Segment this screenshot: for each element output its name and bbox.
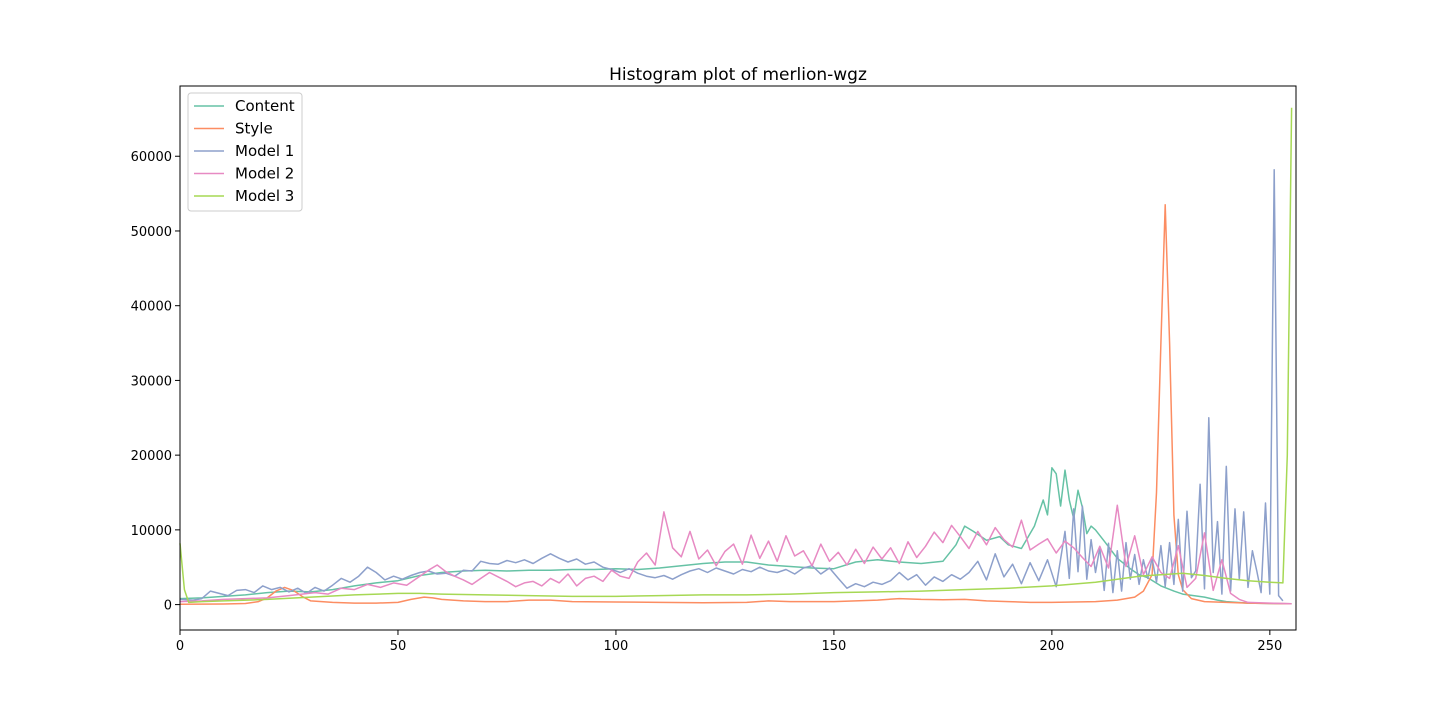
x-tick-label: 150 [821, 639, 846, 654]
plot-frame [179, 85, 1297, 631]
x-tick-label: 200 [1039, 639, 1064, 654]
legend-label-model-3: Model 3 [235, 187, 294, 205]
y-axis: 0 10000 20000 30000 40000 50000 60000 [131, 150, 180, 614]
x-tick-label: 0 [176, 639, 184, 654]
y-tick-label: 0 [164, 599, 172, 614]
y-tick-label: 20000 [131, 449, 172, 464]
legend-label-content: Content [235, 97, 295, 115]
y-tick-label: 60000 [131, 150, 172, 165]
chart-title: Histogram plot of merlion-wgz [609, 65, 867, 85]
y-tick-label: 40000 [131, 300, 172, 315]
y-tick-label: 10000 [131, 524, 172, 539]
y-tick-label: 30000 [131, 374, 172, 389]
x-axis: 0 50 100 150 200 250 [176, 630, 1282, 654]
series-line-model-2 [179, 504, 1292, 605]
series-line-model-3 [179, 107, 1293, 604]
y-tick-label: 50000 [131, 225, 172, 240]
x-tick-label: 250 [1257, 639, 1282, 654]
series-line-style [179, 204, 1292, 605]
legend-label-model-2: Model 2 [235, 165, 294, 183]
legend-label-model-1: Model 1 [235, 142, 294, 160]
plot-area [179, 107, 1293, 605]
legend: Content Style Model 1 Model 2 Model 3 [187, 92, 303, 212]
legend-box [187, 92, 303, 212]
series-line-model-1 [179, 168, 1284, 602]
x-tick-label: 50 [390, 639, 407, 654]
series-line-content [179, 467, 1292, 605]
x-tick-label: 100 [604, 639, 629, 654]
legend-label-style: Style [235, 120, 273, 138]
